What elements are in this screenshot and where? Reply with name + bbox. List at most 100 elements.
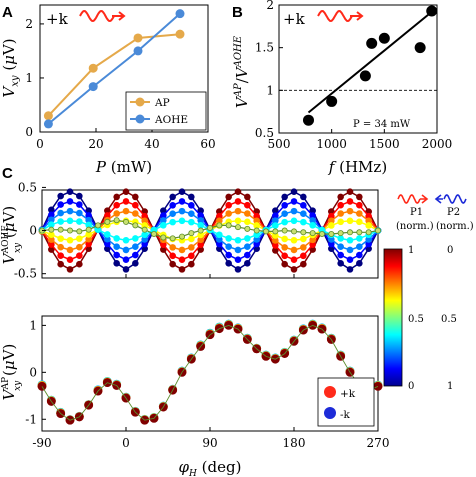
panel-c-top-point xyxy=(356,243,363,251)
panel-a-xtick-label: 40 xyxy=(144,137,159,151)
colorbar-red-wave-icon xyxy=(397,194,429,204)
panel-c-top-point xyxy=(281,210,288,218)
panel-c-top-point xyxy=(188,210,195,218)
panel-c-top-point xyxy=(76,235,83,242)
panel-a-point-ap xyxy=(133,33,143,43)
panel-c-top-point xyxy=(57,201,64,208)
panel-c-top-point xyxy=(244,260,251,267)
panel-c-top-point xyxy=(48,206,55,214)
panel-c-top-point xyxy=(57,235,64,242)
panel-c-top-point xyxy=(328,212,335,220)
panel-c-xlabel: φH (deg) xyxy=(179,458,242,477)
colorbar-p2-label: P2 xyxy=(447,207,460,218)
panel-c-top-point xyxy=(122,207,130,215)
panel-c-top-point xyxy=(66,188,74,196)
panel-a-chart: 0 20 40 60 0 1 2 +k P (mW) Vxy (μV) AP AOHE xyxy=(0,4,216,176)
panel-b-ytick-label: 0.5 xyxy=(255,126,274,140)
panel-c-top-mid-point xyxy=(272,228,279,235)
panel-c-top-point xyxy=(66,266,74,273)
panel-c-top-point xyxy=(225,201,232,209)
panel-c-top-point xyxy=(337,201,344,209)
panel-c-top-mid-point xyxy=(206,224,213,231)
legend-plus-k-label: +k xyxy=(340,388,356,400)
panel-c-bottom-xtick-label: 90 xyxy=(202,436,217,450)
panel-c-top-point xyxy=(48,231,55,238)
panel-c-top-mid-point xyxy=(346,229,353,236)
panel-c-top-point xyxy=(290,266,298,273)
panel-c-top-point xyxy=(160,217,167,224)
panel-c-bottom-xtick-label: 180 xyxy=(283,436,306,450)
panel-c-top-mid-point xyxy=(85,226,92,233)
panel-c-top-point xyxy=(328,236,335,243)
panel-c-top-point xyxy=(48,246,55,253)
panel-b-ytick-label: 2 xyxy=(266,0,274,12)
panel-c-top-point xyxy=(272,217,279,224)
panel-c-top-point xyxy=(104,231,111,238)
panel-c-top-mid-point xyxy=(374,227,381,234)
legend-aohe-marker xyxy=(135,114,145,124)
panel-c-top-point xyxy=(188,260,195,268)
panel-a-red-wave-icon xyxy=(79,9,126,23)
panel-c-top-point xyxy=(169,202,176,209)
panel-c-top-ytick-label: 0.5 xyxy=(18,180,37,194)
legend-ap-label: AP xyxy=(154,97,170,109)
panel-a-xtick-label: 60 xyxy=(200,137,215,151)
panel-c-top-point xyxy=(141,231,148,239)
panel-c-top-point xyxy=(234,266,242,273)
legend-aohe-label: AOHE xyxy=(154,114,188,126)
panel-a-legend: AP AOHE xyxy=(125,91,207,131)
panel-c-top-mid-point xyxy=(244,225,251,232)
panel-c-top-point xyxy=(132,260,139,267)
panel-c-top-point xyxy=(290,198,298,205)
panel-c-top-point xyxy=(132,251,139,259)
panel-c-top-point xyxy=(272,247,279,254)
panel-c-top-point xyxy=(337,193,344,201)
panel-c-top-point xyxy=(66,217,74,225)
panel-c-top-mid-point xyxy=(169,235,176,242)
panel-c-top-point xyxy=(300,193,307,201)
panel-c-top-point xyxy=(281,252,288,260)
panel-b-point xyxy=(366,37,378,49)
panel-a-point-ap xyxy=(43,111,53,121)
panel-c-top-mid-point xyxy=(281,227,288,234)
panel-label-a: A xyxy=(2,4,13,21)
panel-c-top-point xyxy=(104,207,111,215)
panel-c-top-point xyxy=(57,218,64,225)
panel-c-top-point xyxy=(76,243,83,251)
panel-c-top-mid-point xyxy=(328,230,335,237)
panel-c-top-mid-point xyxy=(234,224,241,231)
panel-c-top-mid-point xyxy=(57,226,64,233)
panel-c-top-point xyxy=(113,251,120,259)
panel-c-top-point xyxy=(309,217,316,224)
panel-c-top-point xyxy=(244,201,251,209)
panel-c-top-mid-point xyxy=(365,229,372,236)
panel-c-top-point xyxy=(244,193,251,201)
panel-c-top-point xyxy=(85,231,92,238)
panel-c-top-point xyxy=(365,212,372,220)
panel-c-top-mid-point xyxy=(253,227,260,234)
panel-c-top-point xyxy=(48,216,55,224)
panel-c-top-point xyxy=(122,246,130,254)
panel-c-top-point xyxy=(57,260,64,268)
panel-label-c: C xyxy=(2,165,13,182)
panel-c-top-point xyxy=(188,202,195,209)
panel-c-top-point xyxy=(300,244,307,251)
panel-c-top-point xyxy=(188,252,195,260)
panel-c-bottom-ytick-label: 1 xyxy=(29,318,37,332)
panel-c-top-point xyxy=(234,246,242,254)
panel-c-top-mid-point xyxy=(67,227,74,234)
panel-c-top-mid-point xyxy=(197,227,204,234)
panel-c-top-point xyxy=(57,209,64,217)
panel-a-point-aohe xyxy=(133,46,143,56)
panel-c-top-mid-point xyxy=(150,230,157,237)
panel-c-top-point xyxy=(141,212,148,220)
panel-c-top-point xyxy=(85,216,92,224)
panel-c-top-point xyxy=(160,212,167,219)
panel-c-top-point xyxy=(244,218,251,226)
panel-c-top-point xyxy=(244,235,251,242)
panel-c-top-point xyxy=(48,221,55,229)
panel-c-top-point xyxy=(169,252,176,260)
legend-plus-k-marker xyxy=(324,386,336,398)
panel-c-top-point xyxy=(48,211,55,219)
panel-c-top-point xyxy=(281,202,288,209)
